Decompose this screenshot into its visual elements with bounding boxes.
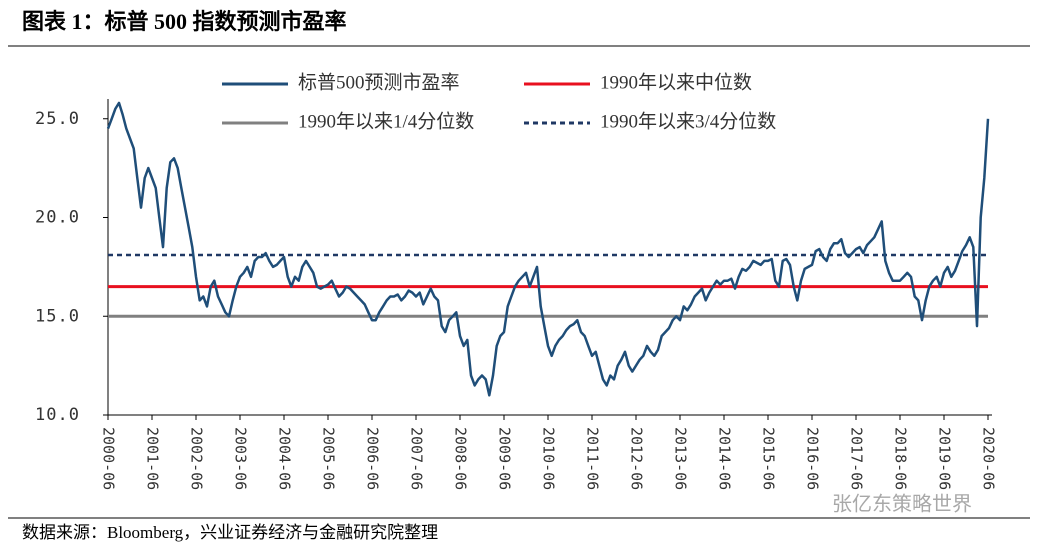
x-tick-label: 2006-06 <box>364 427 382 490</box>
x-tick-label: 2014-06 <box>716 427 734 490</box>
chart-title: 图表 1：标普 500 指数预测市盈率 <box>22 9 347 34</box>
y-tick-label: 15.0 <box>35 306 80 326</box>
x-tick-label: 2012-06 <box>628 427 646 490</box>
x-tick-label: 2009-06 <box>496 427 514 490</box>
series-line <box>106 101 990 397</box>
x-tick-label: 2017-06 <box>848 427 866 490</box>
x-tick-label: 2002-06 <box>188 427 206 490</box>
legend-label: 1990年以来3/4分位数 <box>600 110 776 132</box>
x-tick-label: 2010-06 <box>540 427 558 490</box>
x-tick-label: 2015-06 <box>760 427 778 490</box>
source-note: 数据来源：Bloomberg，兴业证券经济与金融研究院整理 <box>22 523 438 542</box>
x-tick-label: 2011-06 <box>584 427 602 490</box>
x-tick-label: 2000-06 <box>100 427 118 490</box>
watermark: 张亿东策略世界 <box>832 493 972 516</box>
legend-label: 1990年以来中位数 <box>600 71 752 93</box>
x-tick-label: 2003-06 <box>232 427 250 490</box>
legend-label: 1990年以来1/4分位数 <box>298 110 474 132</box>
y-tick-label: 20.0 <box>35 208 80 228</box>
x-tick-label: 2018-06 <box>892 427 910 490</box>
x-tick-label: 2008-06 <box>452 427 470 490</box>
x-tick-label: 2019-06 <box>936 427 954 490</box>
x-tick-label: 2007-06 <box>408 427 426 490</box>
legend-label: 标普500预测市盈率 <box>298 71 460 93</box>
x-tick-label: 2020-06 <box>980 427 998 490</box>
x-tick-label: 2001-06 <box>144 427 162 490</box>
y-tick-label: 25.0 <box>35 109 80 129</box>
x-tick-label: 2016-06 <box>804 427 822 490</box>
x-tick-label: 2013-06 <box>672 427 690 490</box>
y-tick-label: 10.0 <box>35 405 80 425</box>
x-tick-label: 2005-06 <box>320 427 338 490</box>
x-tick-label: 2004-06 <box>276 427 294 490</box>
